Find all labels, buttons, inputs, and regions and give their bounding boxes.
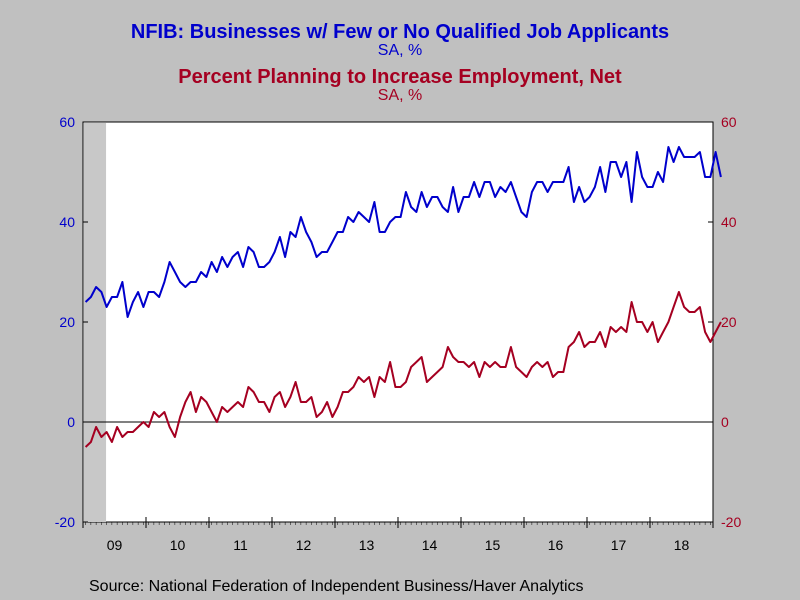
series-line-1 [84, 146, 722, 318]
y-right-tick-label: -20 [721, 514, 741, 530]
y-left-tick-label: 0 [67, 414, 75, 430]
x-tick-label: 17 [611, 537, 627, 553]
y-right-tick-label: 20 [721, 314, 737, 330]
x-tick-label: 15 [485, 537, 501, 553]
chart-marks: 60 40 20 0 -20 60 40 20 0 -20 09 10 11 12 13 14 15 16 17 18 [55, 114, 742, 553]
y-left-tick-label: -20 [55, 514, 75, 530]
x-tick-label: 10 [170, 537, 186, 553]
chart-title-2: Percent Planning to Increase Employment,… [178, 66, 622, 88]
y-right-tick-label: 0 [721, 414, 729, 430]
y-right-tick-label: 60 [721, 114, 737, 130]
x-tick-label: 12 [296, 537, 312, 553]
y-left-tick-label: 40 [59, 214, 75, 230]
chart-subtitle-2: SA, % [377, 87, 423, 104]
x-tick-label: 09 [107, 537, 123, 553]
x-tick-label: 16 [548, 537, 564, 553]
x-tick-label: 18 [674, 537, 690, 553]
y-left-tick-label: 60 [59, 114, 75, 130]
chart-title-1: NFIB: Businesses w/ Few or No Qualified … [130, 21, 670, 43]
source-note: Source: National Federation of Independe… [89, 578, 584, 595]
x-tick-label: 13 [359, 537, 375, 553]
y-left-tick-label: 20 [59, 314, 75, 330]
y-right-tick-label: 40 [721, 214, 737, 230]
x-tick-label: 11 [233, 537, 248, 553]
x-tick-label: 14 [422, 537, 438, 553]
plot-area [82, 121, 714, 523]
chart-subtitle-1: SA, % [377, 42, 423, 59]
series-line-2 [84, 291, 722, 448]
